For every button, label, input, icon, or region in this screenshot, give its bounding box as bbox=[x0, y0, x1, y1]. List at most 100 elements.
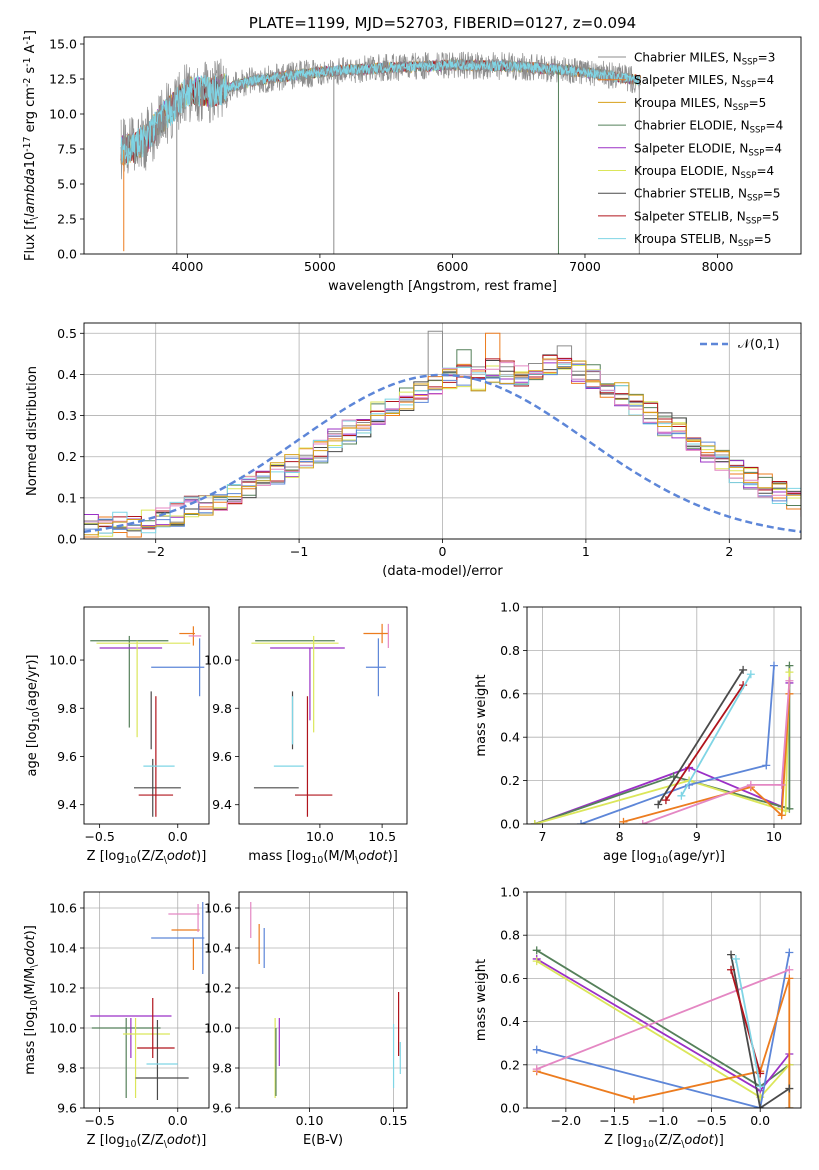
series-marker bbox=[532, 957, 541, 966]
axes-frame bbox=[83, 322, 802, 540]
series-line bbox=[642, 680, 791, 824]
x-axis-label: wavelength [Angstrom, rest frame] bbox=[328, 279, 557, 294]
legend-label: Salpeter STELIB, NSSP=5 bbox=[634, 209, 779, 226]
y-axis-label: Normed distribution bbox=[25, 366, 40, 496]
y-tick-label: 9.6 bbox=[57, 1101, 77, 1116]
series-marker bbox=[731, 954, 740, 963]
plot-area bbox=[84, 892, 209, 1108]
series-line bbox=[536, 952, 791, 1108]
y-tick-label: 9.8 bbox=[212, 1061, 232, 1076]
series-marker bbox=[762, 761, 771, 770]
axes-frame bbox=[83, 891, 210, 1109]
x-tick-label: 1 bbox=[582, 544, 590, 559]
series-marker bbox=[781, 806, 790, 815]
x-axis-label: E(B-V) bbox=[303, 1133, 343, 1148]
y-tick-label: 0.4 bbox=[500, 730, 520, 745]
legend-label: Salpeter MILES, NSSP=4 bbox=[634, 73, 774, 90]
y-tick-label: 9.6 bbox=[212, 749, 232, 764]
histogram-step bbox=[84, 358, 801, 536]
x-tick-label: 0.0 bbox=[168, 829, 188, 844]
y-tick-label: 10.4 bbox=[204, 941, 232, 956]
series-marker bbox=[785, 676, 794, 685]
y-axis-label: age [log10(age/yr)] bbox=[25, 655, 42, 777]
y-tick-label: 0.0 bbox=[57, 532, 77, 547]
x-tick-label: −1.0 bbox=[648, 1113, 678, 1128]
x-tick-label: 10 bbox=[766, 829, 782, 844]
y-tick-label: 0.4 bbox=[500, 1014, 520, 1029]
series-marker bbox=[756, 1104, 765, 1108]
histogram-step bbox=[84, 363, 801, 530]
y-tick-label: 9.8 bbox=[57, 1061, 77, 1076]
y-tick-label: 0.2 bbox=[57, 449, 77, 464]
legend-label: Chabrier MILES, NSSP=3 bbox=[634, 51, 775, 68]
plot-content bbox=[90, 902, 205, 1100]
y-tick-label: 0.6 bbox=[500, 686, 520, 701]
series-marker bbox=[727, 965, 736, 974]
y-tick-label: 9.6 bbox=[212, 1101, 232, 1116]
series-line bbox=[534, 672, 791, 824]
y-tick-label: 5.0 bbox=[57, 177, 77, 192]
y-tick-label: 10.0 bbox=[204, 1021, 232, 1036]
x-tick-label: 8 bbox=[616, 829, 624, 844]
x-tick-label: −1.5 bbox=[599, 1113, 629, 1128]
y-tick-label: 0.3 bbox=[57, 408, 77, 423]
plot-content bbox=[120, 51, 641, 254]
x-tick-label: 7 bbox=[538, 829, 546, 844]
axes-frame bbox=[526, 891, 802, 1109]
x-tick-label: 0.0 bbox=[168, 1113, 188, 1128]
plot-area bbox=[84, 607, 209, 824]
chart-panel-0: 4000 5000 6000 7000 8000 0.0 2.5 5.0 7.5 10.0 12.5… bbox=[22, 14, 802, 294]
series-marker bbox=[677, 791, 686, 800]
legend-label: Salpeter ELODIE, NSSP=4 bbox=[634, 141, 782, 158]
series-marker bbox=[654, 800, 663, 809]
x-tick-label: −1 bbox=[290, 544, 308, 559]
x-tick-label: 10.0 bbox=[306, 829, 334, 844]
series-line bbox=[680, 673, 752, 797]
series-marker bbox=[756, 1082, 765, 1091]
y-tick-label: 0.5 bbox=[57, 326, 77, 341]
chart-panel-7: −2.0 −1.5 −1.0 −0.5 0.0 0.0 0.2 0.4 0.6 0.8 1.0 Z [… bbox=[474, 885, 802, 1150]
y-tick-label: 10.2 bbox=[49, 981, 77, 996]
x-tick-label: 8000 bbox=[702, 259, 734, 274]
x-tick-label: 5000 bbox=[304, 259, 336, 274]
series-marker bbox=[785, 668, 794, 677]
series-line bbox=[735, 958, 762, 1087]
chart-title: PLATE=1199, MJD=52703, FIBERID=0127, z=0… bbox=[249, 14, 636, 32]
y-tick-label: 0.0 bbox=[500, 1101, 520, 1116]
series-marker bbox=[777, 780, 786, 789]
y-tick-label: 0.8 bbox=[500, 643, 520, 658]
series-marker bbox=[785, 948, 794, 957]
x-tick-label: 9 bbox=[693, 829, 701, 844]
model-spectrum-kroupa-stelib-top bbox=[120, 58, 641, 165]
x-tick-label: 7000 bbox=[569, 259, 601, 274]
legend-label: Kroupa MILES, NSSP=5 bbox=[634, 96, 766, 113]
chart-panel-2: −0.5 0.0 9.4 9.6 9.8 10.0 Z [log10(Z/Z\odot)] a… bbox=[25, 606, 210, 866]
y-tick-label: 10.0 bbox=[49, 1021, 77, 1036]
normal-curve bbox=[84, 373, 801, 534]
y-tick-label: 1.0 bbox=[500, 600, 520, 615]
series-marker bbox=[530, 820, 539, 824]
legend-label: Chabrier STELIB, NSSP=5 bbox=[634, 187, 781, 204]
y-tick-label: 0.0 bbox=[57, 247, 77, 262]
y-axis-label: Flux [f\lambda10-17 erg cm-2 s-1 A-1] bbox=[22, 30, 40, 261]
chart-panel-5: −0.5 0.0 9.6 9.8 10.0 10.2 10.4 10.6 Z [log10(Z/… bbox=[23, 891, 210, 1150]
series-marker bbox=[619, 817, 628, 824]
plot-content bbox=[532, 946, 794, 1108]
y-tick-label: 7.5 bbox=[57, 142, 77, 157]
y-tick-label: 10.4 bbox=[49, 941, 77, 956]
y-tick-label: 0.2 bbox=[500, 773, 520, 788]
plot-area bbox=[527, 607, 801, 824]
x-tick-label: −2.0 bbox=[551, 1113, 581, 1128]
series-marker bbox=[746, 780, 755, 789]
x-axis-label: Z [log10(Z/Z\odot)] bbox=[87, 1133, 207, 1150]
x-axis-label: age [log10(age/yr)] bbox=[603, 849, 725, 866]
y-tick-label: 10.6 bbox=[204, 901, 232, 916]
y-tick-label: 0.6 bbox=[500, 971, 520, 986]
x-tick-label: 0.10 bbox=[296, 1113, 324, 1128]
axes-frame bbox=[526, 606, 802, 825]
y-tick-label: 1.0 bbox=[500, 885, 520, 900]
x-axis-label: (data-model)/error bbox=[382, 564, 503, 579]
legend-label: Chabrier ELODIE, NSSP=4 bbox=[634, 119, 783, 136]
x-axis-label: Z [log10(Z/Z\odot)] bbox=[604, 1133, 724, 1150]
